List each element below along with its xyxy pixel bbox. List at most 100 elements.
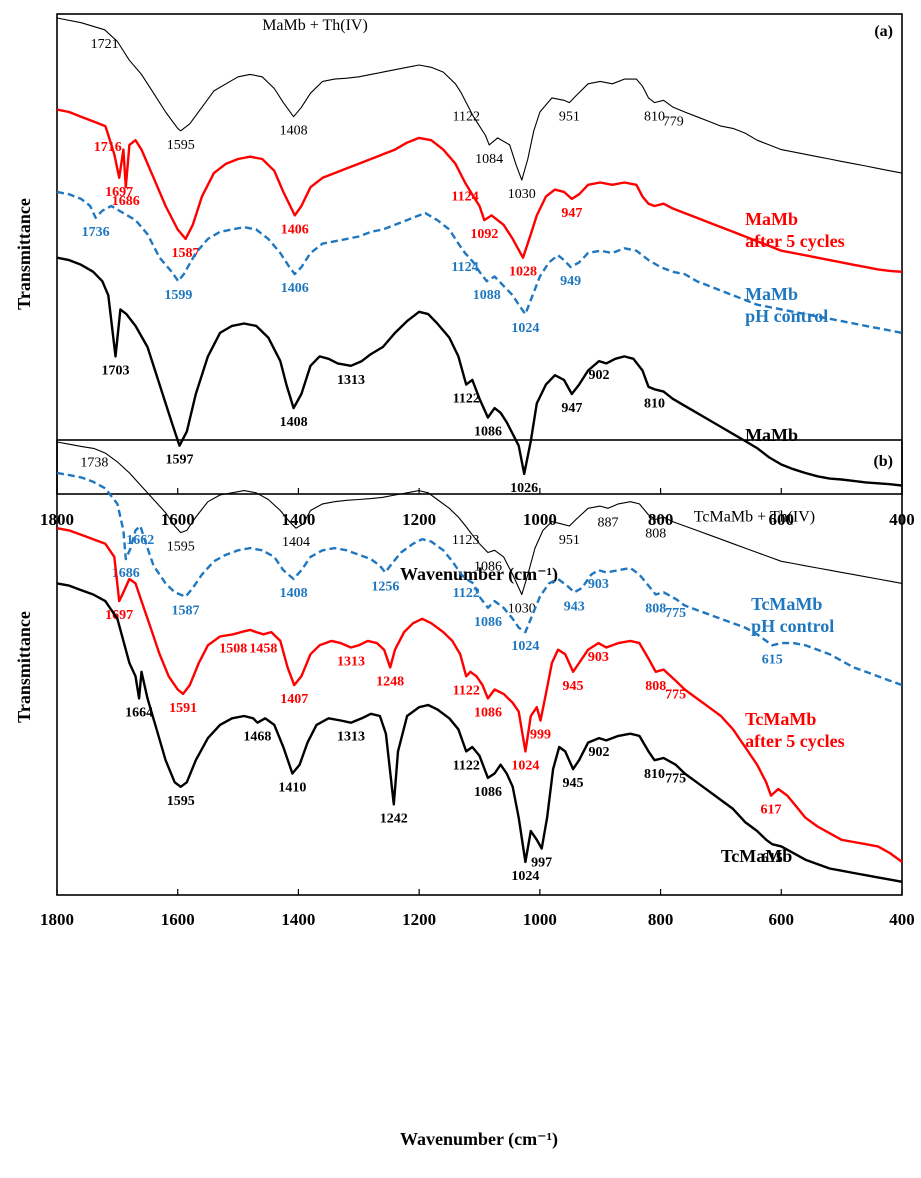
panel-a-series-mamb-ph-control <box>56 190 903 335</box>
panel-b-x-tick-label: 600 <box>769 910 795 929</box>
panel-a-peak-label: 1030 <box>508 187 536 202</box>
panel-b-peak-label: 1122 <box>453 586 480 601</box>
panel-b-peak-label: 999 <box>530 727 551 742</box>
panel-a-peak-label: 1124 <box>451 190 478 205</box>
panel-a-peak-label: 1599 <box>164 288 192 303</box>
panel-b-plot-frame <box>56 439 903 896</box>
panel-a-peak-label: 1124 <box>451 260 478 275</box>
panel-a-peak-label: 1703 <box>102 363 130 378</box>
panel-a-peak-label: 1736 <box>82 225 110 240</box>
panel-a-series-mamb <box>56 256 903 487</box>
panel-b-peak-label: 615 <box>762 652 783 667</box>
panel-b-label: (b) <box>873 453 893 470</box>
panel-b-peak-label: 1030 <box>508 601 536 616</box>
panel-b-peak-label: 1086 <box>474 560 502 575</box>
panel-a-peak-label: 1595 <box>167 138 195 153</box>
panel-b-peak-label: 1256 <box>371 579 399 594</box>
panel-a-series-mamb-after-5-cycles <box>56 108 903 273</box>
panel-b-peak-label: 1242 <box>380 811 408 826</box>
panel-b-peak-label: 945 <box>563 679 584 694</box>
panel-a-peak-label: 947 <box>561 206 582 221</box>
panel-a-peak-label: 1408 <box>280 124 308 139</box>
panel-b-peak-label: 1313 <box>337 655 365 670</box>
panel-a-peak-label: 1406 <box>281 281 309 296</box>
panel-b-peak-label: 1468 <box>243 730 271 745</box>
panel-b-peak-label: 810 <box>644 767 665 782</box>
panel-b-series-tcmamb-after-5-cycles <box>56 527 903 863</box>
panel-b-x-tick-label: 1800 <box>40 910 74 929</box>
panel-a-peak-label: 1408 <box>280 415 308 430</box>
panel-b-peak-label: 1086 <box>474 785 502 800</box>
panel-b-peak-label: 903 <box>588 650 609 665</box>
panel-b-peak-label: 1122 <box>453 683 480 698</box>
panel-a-peak-label: 902 <box>589 368 610 383</box>
panel-b-peak-label: 617 <box>761 803 782 818</box>
panel-a-peak-label: 1122 <box>452 110 479 125</box>
panel-b-y-axis-title: Transmittance <box>14 611 34 723</box>
panel-a-peak-label: 949 <box>560 274 581 289</box>
panel-a-peak-label: 947 <box>561 401 582 416</box>
panel-a-peak-label: 1697 <box>105 185 133 200</box>
panel-b-peak-label: 615 <box>762 851 783 866</box>
panel-b-peak-label: 775 <box>665 688 686 703</box>
panel-b-peak-label: 1408 <box>280 586 308 601</box>
panel-b-peak-label: 1595 <box>167 540 195 555</box>
panel-a-peak-label: 1026 <box>510 481 538 496</box>
panel-b-peak-label: 1410 <box>278 781 306 796</box>
panel-b-peak-label: 775 <box>665 772 686 787</box>
panel-a-peak-label: 1088 <box>473 288 501 303</box>
panel-a-series-label-mamb: MaMb <box>745 425 798 445</box>
panel-b-peak-label: 1738 <box>80 456 108 471</box>
panel-a-label: (a) <box>874 23 893 40</box>
panel-b-series-label-tcmamb-th-iv: TcMaMb + Th(IV) <box>694 509 815 526</box>
panel-b-x-tick-label: 800 <box>648 910 674 929</box>
panel-b-series-tcmamb-ph-control <box>56 471 903 687</box>
panel-b-series-label-tcmamb: TcMaMb <box>721 846 792 866</box>
panel-a-x-tick-label: 1200 <box>402 510 436 529</box>
panel-a-peak-label: 1122 <box>453 392 480 407</box>
panel-a-peak-label: 1721 <box>91 37 119 52</box>
panel-b-series-tcmamb-th-iv <box>56 441 903 596</box>
panel-a-peak-label: 1313 <box>337 373 365 388</box>
panel-a-peak-label: 1086 <box>474 425 502 440</box>
panel-a-peak-label: 951 <box>559 110 580 125</box>
panel-a-peak-label: 1597 <box>166 453 194 468</box>
panel-a-y-axis-title: Transmittance <box>14 198 34 310</box>
panel-b-chart: (b) Transmittance Wavenumber (cm⁻¹) 1800… <box>14 439 915 1150</box>
panel-b-series-tcmamb <box>56 582 903 883</box>
panel-b-peak-label: 1587 <box>172 604 200 619</box>
panel-b-x-tick-label: 1000 <box>523 910 557 929</box>
panel-b-peak-label: 1024 <box>511 758 539 773</box>
panel-b-x-tick-label: 1200 <box>402 910 436 929</box>
panel-a-peak-label: 1716 <box>94 140 122 155</box>
panel-a-x-tick-label: 1000 <box>523 510 557 529</box>
panel-a-peak-label: 1028 <box>509 265 537 280</box>
panel-b-peak-label: 1086 <box>474 705 502 720</box>
panel-a-series-mamb-th-iv <box>56 17 903 181</box>
panel-a-peak-label: 1092 <box>470 227 498 242</box>
panel-b-peak-label: 808 <box>645 601 666 616</box>
panel-a-peak-label: 1084 <box>475 152 503 167</box>
panel-b-peak-label: 1122 <box>453 758 480 773</box>
panel-b-peak-label: 951 <box>559 533 580 548</box>
panel-b-peak-label: 1508 <box>219 641 247 656</box>
panel-b-x-tick-label: 400 <box>889 910 915 929</box>
panel-b-peak-label: 1664 <box>125 705 153 720</box>
panel-b-x-axis-title: Wavenumber (cm⁻¹) <box>400 1129 558 1150</box>
panel-b-peak-label: 902 <box>589 745 610 760</box>
panel-b-x-tick-label: 1600 <box>161 910 195 929</box>
panel-b-peak-label: 1458 <box>249 641 277 656</box>
panel-b-peak-label: 1595 <box>167 794 195 809</box>
panel-b-peak-label: 1024 <box>511 639 539 654</box>
panel-a-chart: (a) Transmittance Wavenumber (cm⁻¹) 1800… <box>14 13 915 585</box>
panel-b-peak-label: 1313 <box>337 730 365 745</box>
panel-b-peak-label: 1407 <box>280 692 308 707</box>
panel-b-peak-label: 1086 <box>474 615 502 630</box>
panel-b-peak-label: 943 <box>564 599 585 614</box>
panel-a-peak-label: 810 <box>644 396 665 411</box>
panel-a-x-tick-label: 1600 <box>161 510 195 529</box>
panel-b-peak-label: 808 <box>645 526 666 541</box>
panel-b-peak-label: 808 <box>645 679 666 694</box>
panel-a-series-label-mamb-ph-control: MaMb pH control <box>745 284 828 326</box>
